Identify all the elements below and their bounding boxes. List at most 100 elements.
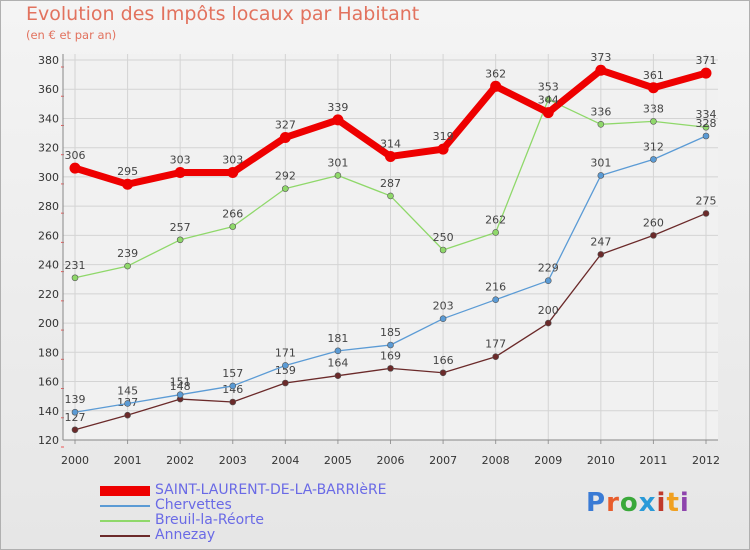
data-label: 287 xyxy=(380,177,401,190)
data-label: 373 xyxy=(590,51,611,64)
data-label: 339 xyxy=(327,101,348,114)
legend-swatch xyxy=(100,486,150,496)
data-point xyxy=(229,398,237,406)
data-point xyxy=(279,131,291,143)
data-point xyxy=(71,408,79,416)
logo-letter: t xyxy=(666,488,680,518)
data-point xyxy=(124,411,131,419)
data-point xyxy=(702,123,710,131)
data-label: 260 xyxy=(643,216,664,229)
legend-swatch xyxy=(100,535,150,537)
data-point xyxy=(595,64,607,76)
data-point xyxy=(122,178,134,190)
data-point xyxy=(387,341,394,349)
data-point xyxy=(332,114,344,126)
data-label: 250 xyxy=(433,231,454,244)
x-tick-label: 2007 xyxy=(429,454,457,467)
data-point xyxy=(385,150,396,162)
legend-label: Annezay xyxy=(155,527,216,543)
data-point xyxy=(437,143,449,155)
y-tick-label: 280 xyxy=(38,200,59,213)
proxiti-logo: Proxiti xyxy=(586,488,690,518)
data-label: 177 xyxy=(485,338,506,351)
logo-letter: x xyxy=(638,488,657,518)
data-label: 157 xyxy=(222,367,243,380)
data-label: 314 xyxy=(380,137,401,150)
data-point xyxy=(492,296,499,303)
data-point xyxy=(650,118,657,125)
x-tick-label: 2011 xyxy=(639,454,667,467)
x-tick-label: 2006 xyxy=(377,454,405,467)
data-point xyxy=(387,365,394,372)
data-label: 203 xyxy=(433,300,454,313)
data-label: 185 xyxy=(380,326,401,339)
x-tick-label: 2004 xyxy=(271,454,299,467)
data-label: 334 xyxy=(696,108,717,121)
x-tick-label: 2003 xyxy=(219,454,247,467)
data-point xyxy=(597,172,605,179)
data-label: 127 xyxy=(65,411,86,424)
legend-label: SAINT-LAURENT-DE-LA-BARRIèRE xyxy=(155,482,387,498)
data-label: 171 xyxy=(275,346,296,359)
data-label: 344 xyxy=(538,94,559,107)
data-label: 247 xyxy=(590,235,611,248)
legend-item: Chervettes xyxy=(100,497,420,514)
data-label: 303 xyxy=(170,154,191,167)
data-label: 328 xyxy=(696,117,717,130)
data-point xyxy=(282,185,289,192)
x-tick-label: 2009 xyxy=(534,454,562,467)
data-point xyxy=(227,167,239,179)
data-point xyxy=(334,347,342,355)
data-point xyxy=(492,229,499,236)
data-label: 319 xyxy=(433,130,454,143)
data-point xyxy=(176,391,184,398)
line-chart: 120 140 160 180 200 220 240 260 280 300 320 340 360 3… xyxy=(38,51,720,467)
y-tick-label: 200 xyxy=(38,317,59,330)
logo-letter: P xyxy=(586,488,607,518)
data-point xyxy=(700,67,712,79)
x-tick-label: 2005 xyxy=(324,454,352,467)
data-point xyxy=(650,156,657,163)
data-label: 262 xyxy=(485,213,506,226)
legend-item: SAINT-LAURENT-DE-LA-BARRIèRE xyxy=(100,482,420,499)
data-label: 295 xyxy=(117,165,138,178)
data-label: 145 xyxy=(117,384,138,397)
data-label: 257 xyxy=(170,221,191,234)
y-tick-label: 220 xyxy=(38,288,59,301)
data-point xyxy=(334,372,342,379)
legend-swatch xyxy=(100,520,150,522)
data-point xyxy=(69,162,81,174)
data-label: 239 xyxy=(117,247,138,260)
data-point xyxy=(387,192,394,200)
data-point xyxy=(124,262,131,270)
logo-letter: i xyxy=(679,488,690,518)
chart-subtitle: (en € et par an) xyxy=(26,28,117,42)
y-tick-label: 240 xyxy=(38,259,59,272)
data-label: 200 xyxy=(538,304,559,317)
x-tick-label: 2008 xyxy=(482,454,510,467)
data-point xyxy=(597,121,605,128)
data-point xyxy=(702,132,710,140)
data-label: 301 xyxy=(590,156,611,169)
data-point xyxy=(650,232,657,239)
x-tick-label: 2012 xyxy=(692,454,720,467)
data-point xyxy=(702,210,710,217)
data-point xyxy=(439,369,447,377)
data-point xyxy=(334,172,342,179)
data-point xyxy=(176,236,184,244)
data-label: 301 xyxy=(327,156,348,169)
data-label: 353 xyxy=(538,80,559,93)
data-point xyxy=(439,315,447,322)
y-tick-label: 340 xyxy=(38,112,59,125)
data-point xyxy=(439,246,447,254)
data-point xyxy=(174,167,186,179)
x-tick-label: 2001 xyxy=(114,454,142,467)
y-tick-label: 380 xyxy=(38,54,59,67)
legend-swatch xyxy=(100,505,150,507)
data-label: 361 xyxy=(643,69,664,82)
legend-label: Chervettes xyxy=(155,497,232,513)
data-label: 229 xyxy=(538,262,559,275)
logo-letter: o xyxy=(619,488,639,518)
data-point xyxy=(124,400,131,407)
data-label: 216 xyxy=(485,281,506,294)
